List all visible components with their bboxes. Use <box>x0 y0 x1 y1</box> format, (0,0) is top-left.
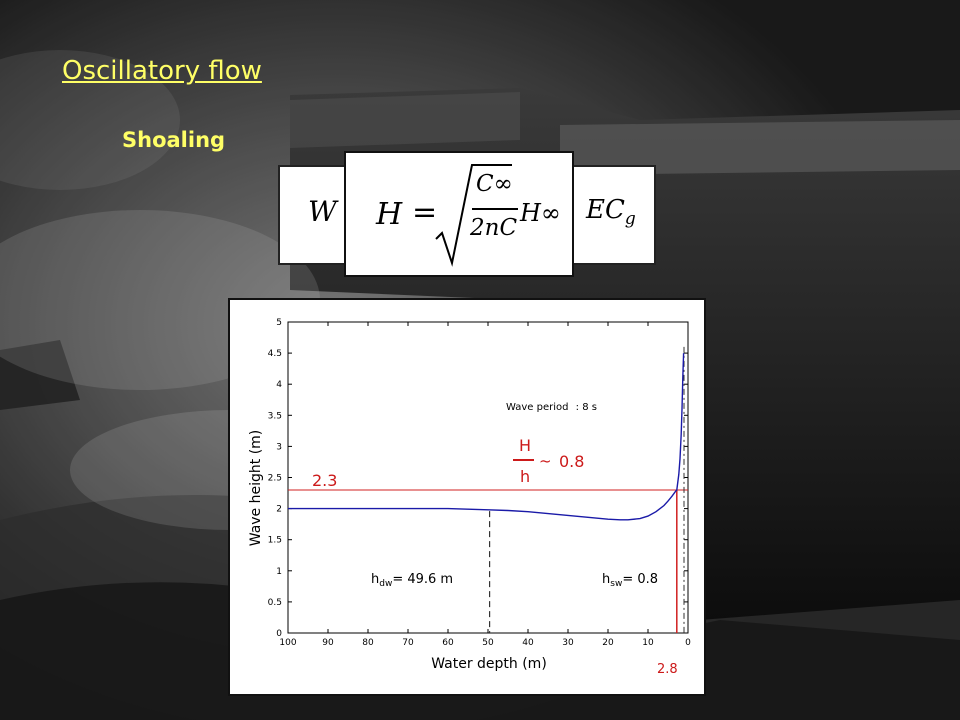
x-tick-label: 10 <box>642 638 654 648</box>
y-tick-label: 4.5 <box>268 349 282 359</box>
y-tick-label: 1 <box>276 567 282 577</box>
x-tick-label: 80 <box>362 638 374 648</box>
wave-height-chart-panel: 0 0.5 1 1.5 2 2.5 3 3.5 4 4.5 5 100 90 80 70 60 50 40 30 2… <box>228 298 706 696</box>
ratio-value: 0.8 <box>559 452 584 471</box>
hline-label: 2.3 <box>312 471 337 490</box>
x-tick-label: 0 <box>685 638 691 648</box>
equation-power-rhs-main: EC <box>586 195 625 225</box>
slide-title: Oscillatory flow <box>62 56 262 86</box>
y-tick-label: 2.5 <box>268 474 282 484</box>
hsw-value: = 0.8 <box>622 572 658 587</box>
ratio-denominator: h <box>520 467 530 486</box>
equation-shoaling-numerator: C∞ <box>476 171 513 197</box>
hdw-annotation: hdw= 49.6 m <box>371 572 453 589</box>
wave-period-label: Wave period : 8 s <box>506 402 597 413</box>
y-tick-label: 1.5 <box>268 536 282 546</box>
series-group <box>288 353 685 521</box>
hdw-value: = 49.6 m <box>392 572 453 587</box>
y-tick-label: 3 <box>276 442 282 452</box>
x-axis-label: Water depth (m) <box>431 656 547 672</box>
equation-power-lhs: W <box>308 195 337 228</box>
x-tick-label: 30 <box>562 638 574 648</box>
equation-shoaling-equals: = <box>412 195 438 230</box>
equation-shoaling-denominator: 2nC <box>470 215 518 241</box>
y-tick-label: 0.5 <box>268 598 282 608</box>
slide-subtitle: Shoaling <box>122 128 226 152</box>
equation-shoaling-box: H = C∞ 2nC H∞ <box>344 151 574 277</box>
hsw-subscript: sw <box>610 579 622 589</box>
x-tick-label: 90 <box>322 638 334 648</box>
y-axis-label: Wave height (m) <box>248 430 264 547</box>
x-tick-label: 40 <box>522 638 534 648</box>
y-tick-label: 4 <box>276 380 282 390</box>
x-tick-label: 100 <box>279 638 296 648</box>
ratio-numerator: H <box>519 436 531 455</box>
vline-red-label: 2.8 <box>657 662 678 677</box>
x-tick-label: 60 <box>442 638 454 648</box>
equation-shoaling-tail: H∞ <box>520 199 561 227</box>
equation-fraction-bar <box>472 208 518 210</box>
equation-power-rhs-sub: g <box>624 209 636 230</box>
hsw-annotation: hsw= 0.8 <box>602 572 658 589</box>
x-tick-label: 70 <box>402 638 414 648</box>
equation-power-rhs: ECg <box>586 195 636 229</box>
x-tick-label: 20 <box>602 638 614 648</box>
wave-height-series-line <box>288 353 685 521</box>
reference-lines <box>288 346 688 633</box>
y-tick-label: 3.5 <box>268 411 282 421</box>
equation-shoaling-lhs: H <box>376 197 403 232</box>
y-ticks: 0 0.5 1 1.5 2 2.5 3 3.5 4 4.5 5 <box>268 318 688 639</box>
hdw-subscript: dw <box>379 579 392 589</box>
x-ticks: 100 90 80 70 60 50 40 30 20 10 0 <box>279 322 691 648</box>
y-tick-label: 5 <box>276 318 282 328</box>
wave-period-text: Wave period <box>506 402 568 413</box>
x-tick-label: 50 <box>482 638 494 648</box>
y-tick-label: 2 <box>276 505 282 515</box>
wave-height-chart: 00.511.522.533.544.55 100 90 80 70 60 50 40 30 2… <box>248 318 691 677</box>
y-tick-label: 0 <box>276 629 282 639</box>
ratio-symbol: ~ <box>539 452 552 470</box>
wave-period-value: : 8 s <box>576 402 597 413</box>
equation-sqrt-sign <box>435 164 512 267</box>
hsw-prefix: h <box>602 572 610 587</box>
hdw-prefix: h <box>371 572 379 587</box>
